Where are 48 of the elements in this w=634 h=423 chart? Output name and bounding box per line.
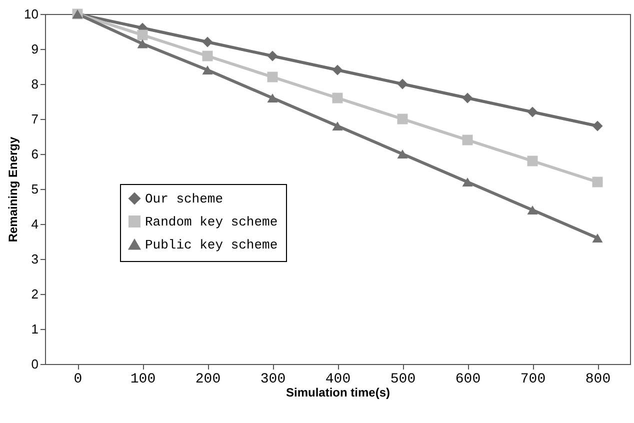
y-tick-label: 5 <box>31 182 38 196</box>
x-axis-title: Simulation time(s) <box>286 386 390 400</box>
x-tick-label: 500 <box>390 372 416 388</box>
y-tick-label: 3 <box>31 252 38 266</box>
point <box>462 177 473 187</box>
point <box>202 36 213 48</box>
legend-label: Public key scheme <box>145 238 278 252</box>
point <box>527 106 538 118</box>
x-tick-label: 600 <box>455 372 481 388</box>
point <box>332 121 343 131</box>
point <box>267 50 278 62</box>
point <box>527 205 538 215</box>
y-tick-label: 1 <box>31 322 38 336</box>
point <box>527 156 538 166</box>
y-tick-label: 9 <box>31 42 38 56</box>
x-tick-label: 100 <box>130 372 156 388</box>
y-tick-label: 8 <box>31 76 38 92</box>
y-tick-label: 4 <box>31 216 38 232</box>
point <box>462 134 473 146</box>
x-tick-label: 0 <box>74 372 82 388</box>
point <box>592 233 603 243</box>
y-tick-label: 2 <box>31 286 38 302</box>
point <box>137 30 148 40</box>
y-tick-label: 0 <box>31 356 38 372</box>
x-tick-label: 400 <box>325 372 351 388</box>
point <box>397 78 408 90</box>
x-tick-label: 800 <box>585 372 611 388</box>
y-tick-label: 6 <box>31 146 38 162</box>
point <box>592 176 603 188</box>
point <box>592 120 603 132</box>
y-axis-title: Remaining Energy <box>6 136 20 242</box>
point <box>202 50 213 62</box>
point <box>267 72 278 82</box>
x-tick-label: 300 <box>260 372 286 388</box>
y-tick-label: 7 <box>31 112 38 126</box>
point <box>267 93 278 103</box>
point <box>332 92 343 104</box>
point <box>397 114 408 124</box>
x-tick-label: 200 <box>195 372 221 388</box>
point <box>462 92 473 104</box>
point <box>137 39 148 48</box>
legend-label: Our scheme <box>145 192 224 206</box>
point <box>202 65 213 75</box>
point <box>397 149 408 159</box>
point <box>332 64 343 76</box>
y-tick-label: 10 <box>24 6 38 22</box>
legend-label: Random key scheme <box>145 214 278 230</box>
x-tick-label: 700 <box>520 372 546 388</box>
